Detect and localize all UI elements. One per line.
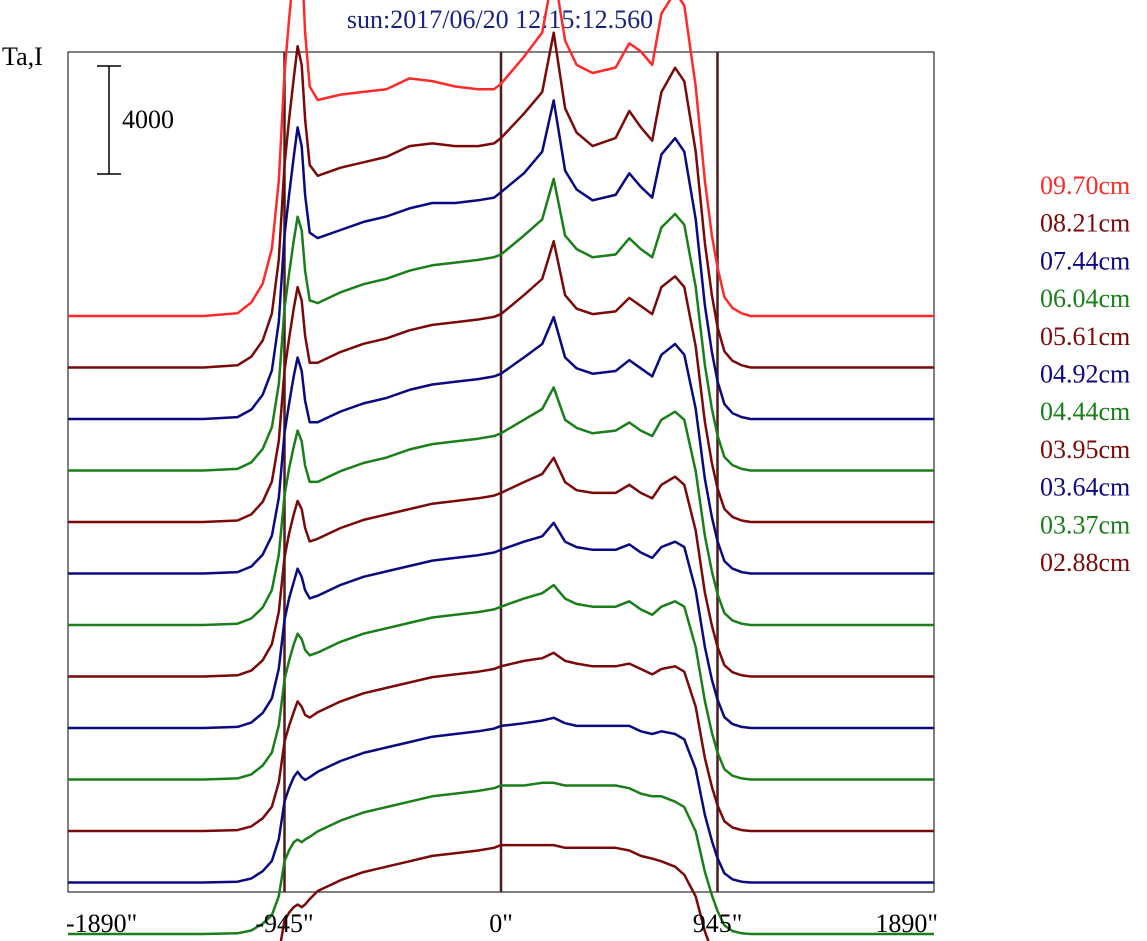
series-line-9 xyxy=(68,583,934,781)
series-line-0 xyxy=(68,0,934,318)
series-line-10 xyxy=(68,651,934,833)
series-line-4 xyxy=(68,239,934,524)
chart-title: sun:2017/06/20 12:15:12.560 xyxy=(347,5,653,34)
legend-entry-9: 03.37cm xyxy=(1040,510,1130,539)
series-line-11 xyxy=(68,716,934,884)
legend-entry-2: 07.44cm xyxy=(1040,246,1130,275)
series-line-1 xyxy=(68,31,934,369)
series-line-5 xyxy=(68,315,934,575)
legend-entry-7: 03.95cm xyxy=(1040,435,1130,464)
x-tick-label-0: -1890" xyxy=(66,909,137,938)
y-axis-label: Ta,I xyxy=(2,42,43,71)
series-line-8 xyxy=(68,521,934,730)
legend: 09.70cm 08.21cm 07.44cm 06.04cm 05.61cm 04.92… xyxy=(1040,171,1130,577)
scale-bar-label: 4000 xyxy=(122,105,174,134)
series-line-13 xyxy=(279,843,710,941)
series-line-12 xyxy=(68,781,934,936)
series-line-3 xyxy=(68,177,934,472)
vertical-reference-lines xyxy=(283,52,719,892)
series-line-2 xyxy=(68,99,934,421)
x-tick-label-2: 0" xyxy=(489,909,513,938)
legend-entry-10: 02.88cm xyxy=(1040,548,1130,577)
legend-entry-0: 09.70cm xyxy=(1040,171,1130,200)
x-tick-label-3: 945" xyxy=(693,909,743,938)
scale-bar: 4000 xyxy=(97,65,174,175)
legend-entry-3: 06.04cm xyxy=(1040,284,1130,313)
series-line-7 xyxy=(68,456,934,678)
x-tick-label-1: -945" xyxy=(255,909,313,938)
x-tick-labels: -1890" -945" 0" 945" 1890" xyxy=(66,909,938,938)
legend-entry-5: 04.92cm xyxy=(1040,360,1130,389)
series-lines xyxy=(68,0,934,941)
series-line-6 xyxy=(68,386,934,627)
legend-entry-1: 08.21cm xyxy=(1040,209,1130,238)
x-tick-label-4: 1890" xyxy=(875,909,938,938)
legend-entry-4: 05.61cm xyxy=(1040,322,1130,351)
legend-entry-6: 04.44cm xyxy=(1040,397,1130,426)
legend-entry-8: 03.64cm xyxy=(1040,473,1130,502)
